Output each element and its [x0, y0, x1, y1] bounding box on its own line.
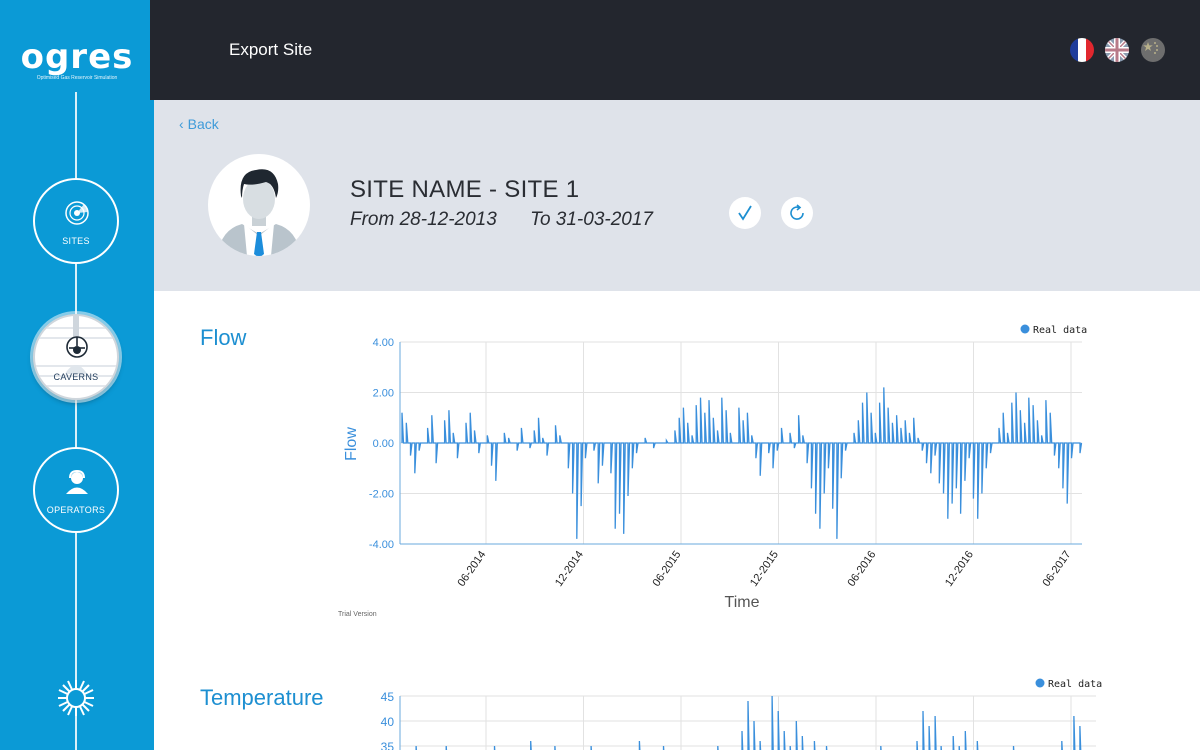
radar-icon [65, 201, 89, 225]
flow-series-line [401, 387, 1083, 539]
confirm-button[interactable] [729, 197, 761, 229]
sidebar-item-sites[interactable]: SITES [33, 178, 119, 264]
site-name: SITE NAME - SITE 1 [350, 176, 580, 203]
y-tick-label: 2.00 [373, 388, 394, 400]
avatar [208, 154, 310, 256]
legend-marker [1035, 678, 1045, 688]
x-tick-label: 06-2014 [455, 549, 488, 589]
chevron-left-icon: ‹ [179, 116, 184, 132]
site-header-panel: ‹ Back SITE NAME - SITE 1 From 28-12-2013… [154, 100, 1200, 291]
sidebar: ogres Optimised Gas Reservoir Simulation… [0, 0, 154, 750]
date-range: From 28-12-2013 To 31-03-2017 [350, 209, 681, 231]
checkmark-icon [738, 205, 752, 221]
y-tick-label: 45 [381, 690, 395, 704]
x-axis-label: Time [725, 594, 760, 611]
temperature-chart: 45 40 35 Real data [381, 678, 1102, 750]
temperature-series-line [415, 695, 1082, 750]
cn-flag-icon[interactable] [1141, 38, 1165, 62]
y-tick-label: 35 [381, 740, 395, 750]
fr-flag-icon[interactable] [1070, 38, 1094, 62]
sidebar-item-label: OPERATORS [46, 505, 106, 515]
legend-marker [1020, 324, 1030, 334]
back-label: Back [187, 116, 219, 132]
y-tick-label: -2.00 [369, 489, 394, 501]
flow-chart: 4.00 2.00 0.00 -2.00 -4.00 06-2014 12-2014 06-2… [343, 324, 1087, 611]
user-avatar-icon [218, 169, 300, 256]
from-date: From 28-12-2013 [350, 209, 497, 230]
y-tick-label: 4.00 [373, 337, 394, 349]
logo-tagline: Optimised Gas Reservoir Simulation [36, 75, 118, 81]
sidebar-item-label: CAVERNS [53, 372, 99, 382]
back-button[interactable]: ‹ Back [179, 116, 219, 132]
legend-label: Real data [1048, 679, 1102, 690]
logo-text: ogres [20, 37, 134, 77]
sidebar-item-caverns[interactable]: CAVERNS [33, 314, 119, 400]
top-bar: Export Site [150, 0, 1200, 100]
x-tick-label: 06-2015 [650, 549, 683, 589]
x-tick-label: 06-2016 [845, 549, 878, 589]
x-tick-label: 12-2015 [748, 549, 781, 589]
refresh-button[interactable] [781, 197, 813, 229]
refresh-icon [790, 204, 804, 220]
y-tick-label: 0.00 [373, 438, 394, 450]
ogres-logo[interactable]: ogres Optimised Gas Reservoir Simulation [0, 40, 154, 81]
x-tick-label: 12-2016 [943, 549, 976, 589]
temperature-chart-title: Temperature [200, 685, 324, 710]
y-axis-label: Flow [343, 427, 360, 461]
trial-version-note: Trial Version [338, 611, 377, 618]
legend-label: Real data [1033, 325, 1087, 336]
sidebar-timeline [75, 92, 77, 750]
page-title: Export Site [229, 40, 313, 59]
cavern-background [35, 316, 117, 387]
sidebar-item-operators[interactable]: OPERATORS [33, 447, 119, 533]
sun-icon[interactable] [56, 678, 96, 718]
operator-icon [66, 469, 88, 494]
sidebar-item-label: SITES [62, 236, 90, 246]
cavern-icon [66, 336, 88, 358]
x-tick-label: 06-2017 [1040, 549, 1073, 589]
flow-chart-title: Flow [200, 325, 247, 350]
y-tick-label: -4.00 [369, 539, 394, 551]
x-tick-label: 12-2014 [553, 549, 586, 589]
to-date: To 31-03-2017 [530, 209, 653, 230]
uk-flag-icon[interactable] [1105, 38, 1129, 62]
y-tick-label: 40 [381, 715, 395, 729]
